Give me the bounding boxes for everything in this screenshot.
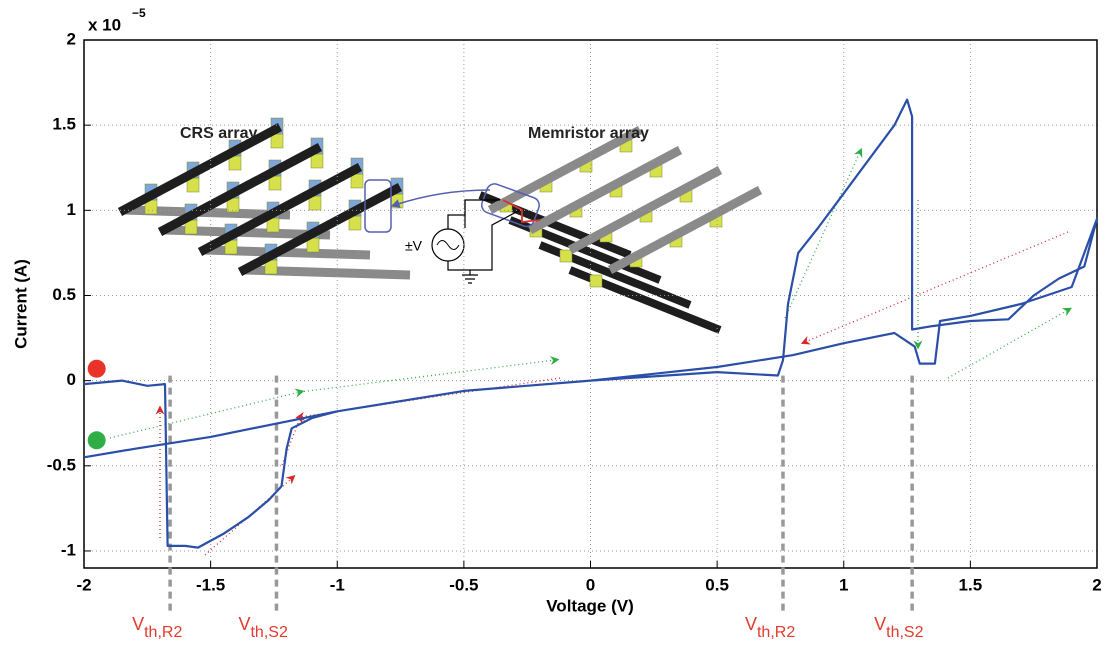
x-tick-label: 2 xyxy=(1092,575,1101,594)
x-tick-label: 1.5 xyxy=(959,575,983,594)
direction-arrow xyxy=(947,307,1072,379)
highlight xyxy=(481,183,540,228)
array-bar xyxy=(157,143,323,236)
array-bar xyxy=(527,146,683,234)
array-bar xyxy=(607,186,763,274)
plot-frame xyxy=(83,39,1098,569)
x-tick-label: 0.5 xyxy=(705,575,729,594)
array-cell xyxy=(559,249,573,263)
y-tick-label: -1 xyxy=(61,540,76,559)
y-tick-label: 1 xyxy=(67,200,76,219)
x-tick-label: 1 xyxy=(839,575,848,594)
circuit-wire xyxy=(447,200,466,229)
threshold-symbol: V xyxy=(132,614,144,634)
array-bar xyxy=(237,183,403,276)
y-tick-label: 2 xyxy=(67,29,76,48)
source-wave xyxy=(436,240,460,250)
inset-label: ±V xyxy=(405,238,423,254)
direction-arrow xyxy=(109,388,305,439)
y-axis-label: Current (A) xyxy=(11,259,30,349)
array-cell xyxy=(310,153,324,169)
y-tick-label: 1.5 xyxy=(52,115,76,134)
threshold-label: Vth,S2 xyxy=(238,614,287,641)
y-multiplier: x 10 xyxy=(88,15,121,34)
iv-curve xyxy=(83,98,1099,549)
threshold-label: Vth,S2 xyxy=(874,614,923,641)
threshold-label: Vth,R2 xyxy=(132,614,182,641)
x-tick-label: -2 xyxy=(76,575,91,594)
threshold-symbol: V xyxy=(238,614,250,634)
array-cell xyxy=(350,173,364,189)
direction-arrow xyxy=(784,147,863,319)
x-tick-label: -1.5 xyxy=(196,575,225,594)
x-tick-label: 0 xyxy=(586,575,595,594)
threshold-label: Vth,R2 xyxy=(745,614,795,641)
inset-illustration xyxy=(117,117,763,334)
array-bar xyxy=(197,163,363,256)
threshold-symbol: V xyxy=(745,614,757,634)
threshold-subscript: th,S2 xyxy=(250,624,287,641)
threshold-subscript: th,R2 xyxy=(757,624,795,641)
x-axis-label: Voltage (V) xyxy=(546,596,634,615)
link-arrow xyxy=(390,189,491,208)
direction-arrow xyxy=(299,356,560,393)
start-marker xyxy=(87,431,106,450)
array-bar xyxy=(487,126,643,214)
x-tick-label: -0.5 xyxy=(449,575,478,594)
inset-label: CRS array xyxy=(180,125,257,142)
selected-cell xyxy=(502,199,541,224)
array-cell xyxy=(270,133,284,149)
x-tick-label: -1 xyxy=(330,575,345,594)
y-tick-label: 0.5 xyxy=(52,285,76,304)
y-tick-label: 0 xyxy=(67,370,76,389)
y-multiplier-exp: −5 xyxy=(132,6,146,20)
array-cell xyxy=(390,193,404,209)
threshold-subscript: th,S2 xyxy=(886,624,923,641)
threshold-symbol: V xyxy=(874,614,886,634)
start-marker xyxy=(87,359,106,378)
inset-label: Memristor array xyxy=(528,125,649,142)
array-cell xyxy=(589,274,603,288)
threshold-subscript: th,R2 xyxy=(144,624,182,641)
array-bar xyxy=(117,123,283,216)
y-tick-label: -0.5 xyxy=(47,455,76,474)
